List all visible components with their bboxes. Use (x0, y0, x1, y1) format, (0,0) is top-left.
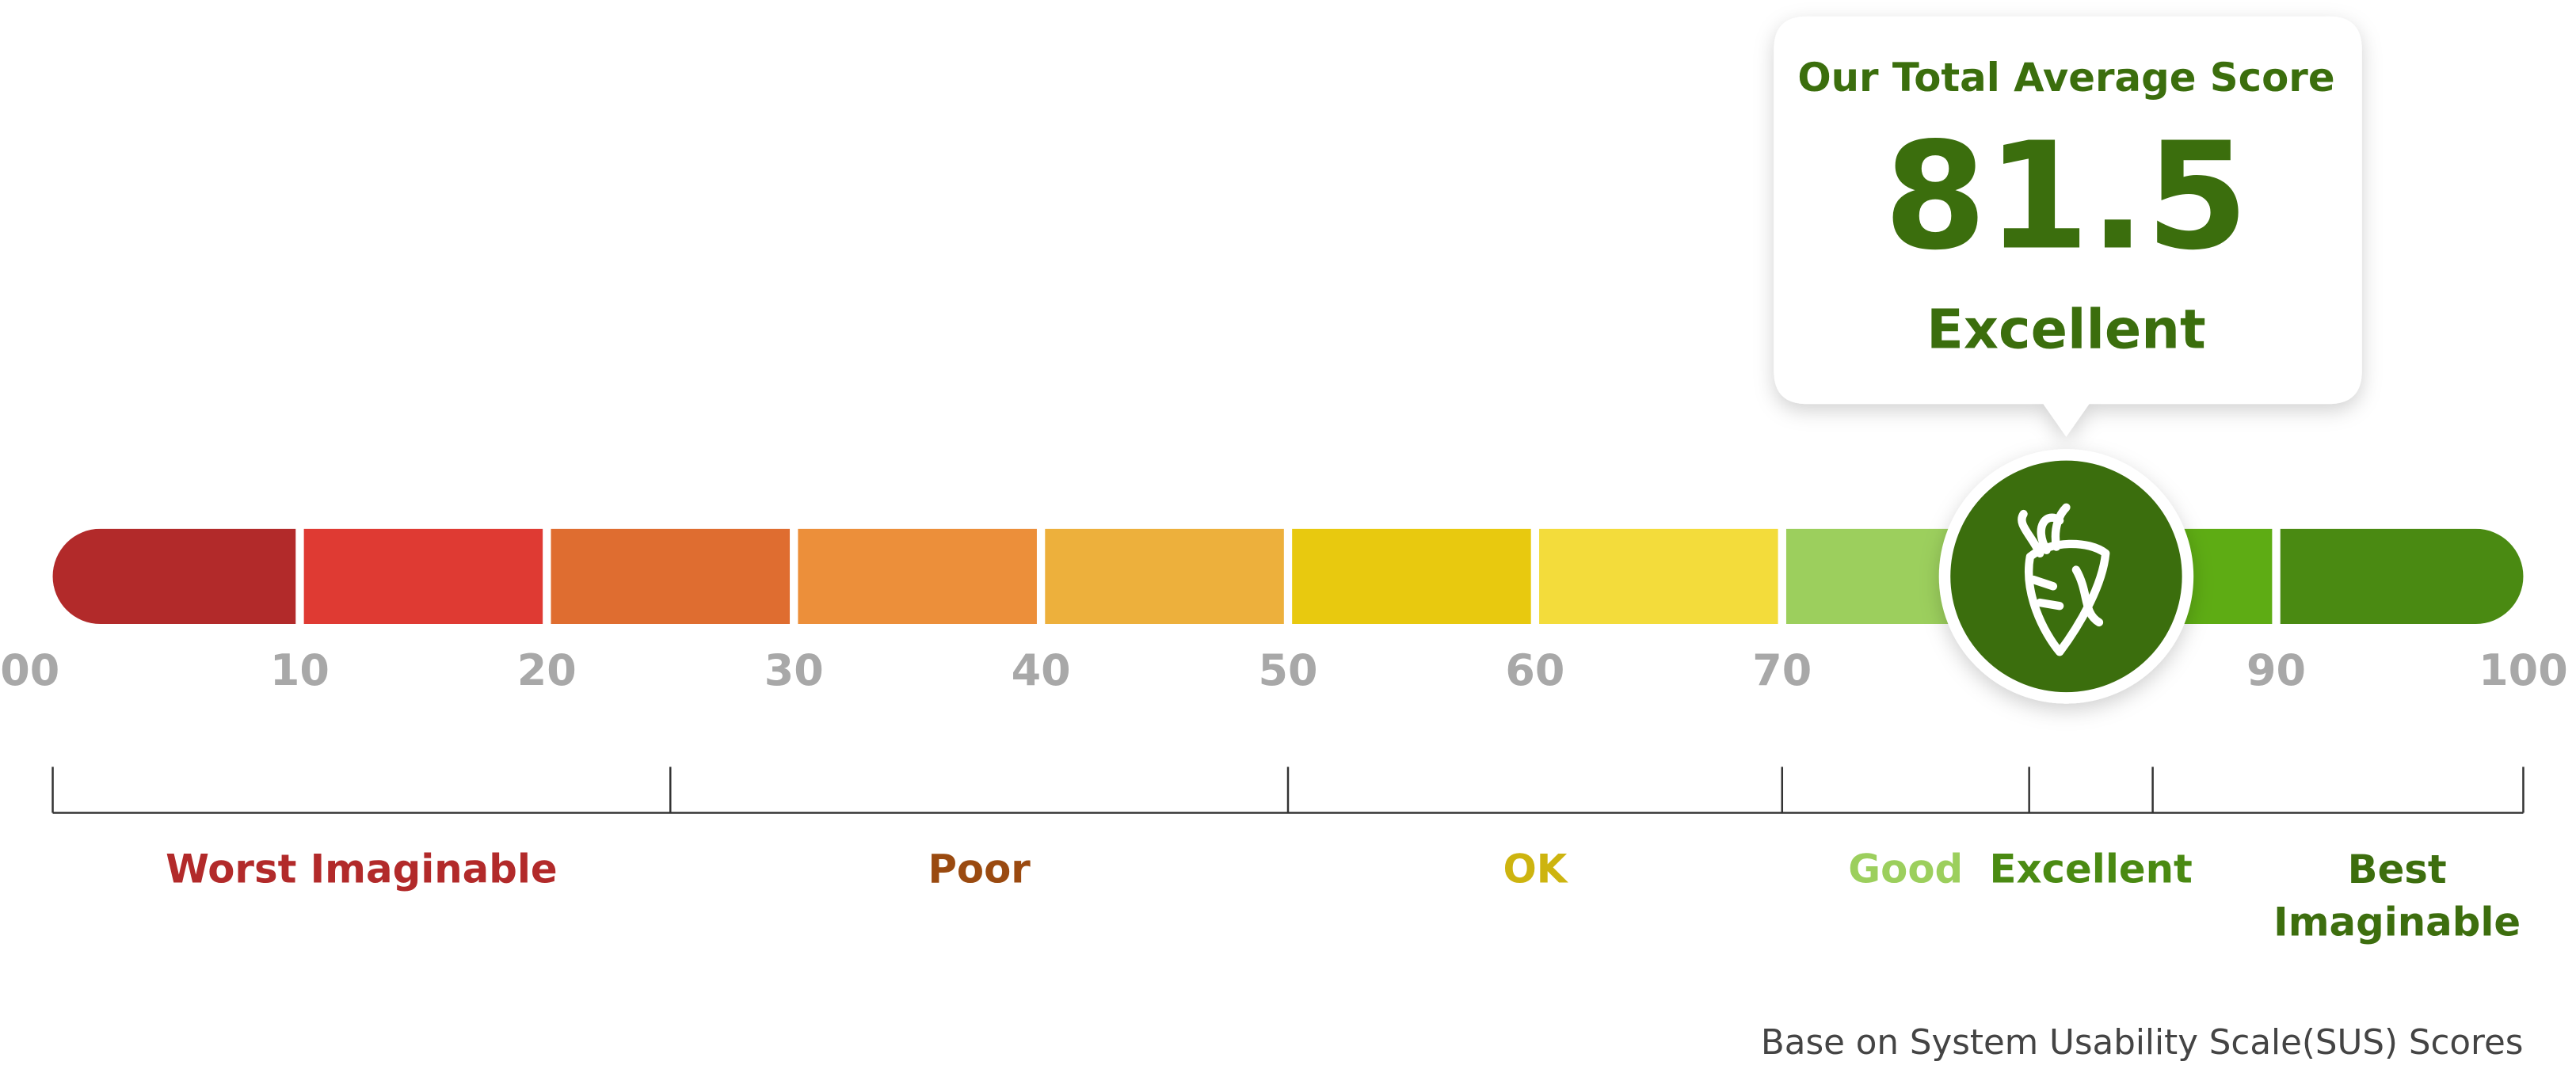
footnote: Base on System Usability Scale(SUS) Scor… (1761, 1023, 2524, 1063)
score-marker (1938, 449, 2194, 704)
range-label: OK (1503, 846, 1568, 892)
bar-segment (2280, 528, 2524, 625)
bar-segment (1539, 528, 1778, 625)
marker-circle (1938, 449, 2194, 704)
tick-label: 20 (517, 645, 577, 695)
tick-label: 60 (1505, 645, 1564, 695)
range-label: Best Imaginable (2273, 846, 2521, 945)
callout-rating: Excellent (1926, 299, 2206, 362)
tick-label: 00 (0, 645, 59, 695)
tick-label: 10 (270, 645, 330, 695)
callout (1774, 16, 2362, 437)
bar-segment (798, 528, 1037, 625)
callout-box (1774, 16, 2362, 437)
tick-label: 40 (1012, 645, 1071, 695)
range-label: Poor (928, 846, 1031, 892)
range-label-line: Best (2348, 846, 2447, 892)
bar-segment (551, 528, 791, 625)
tick-label: 90 (2246, 645, 2306, 695)
tick-label: 70 (1752, 645, 1812, 695)
bar-segment (1045, 528, 1284, 625)
tick-label: 30 (764, 645, 824, 695)
bar-segment (303, 528, 543, 625)
callout-score: 81.5 (1884, 112, 2248, 283)
range-label: Excellent (1989, 846, 2192, 892)
tick-label: 50 (1258, 645, 1317, 695)
range-label: Good (1848, 846, 1963, 892)
range-label: Worst Imaginable (166, 846, 558, 892)
bar-segment (1292, 528, 1531, 625)
tick-label: 100 (2479, 645, 2568, 695)
bar-segment (52, 528, 296, 625)
range-brackets (51, 767, 2525, 814)
carrot-icon (2018, 503, 2110, 656)
range-label-line: Imaginable (2273, 899, 2521, 945)
callout-title: Our Total Average Score (1797, 55, 2334, 101)
